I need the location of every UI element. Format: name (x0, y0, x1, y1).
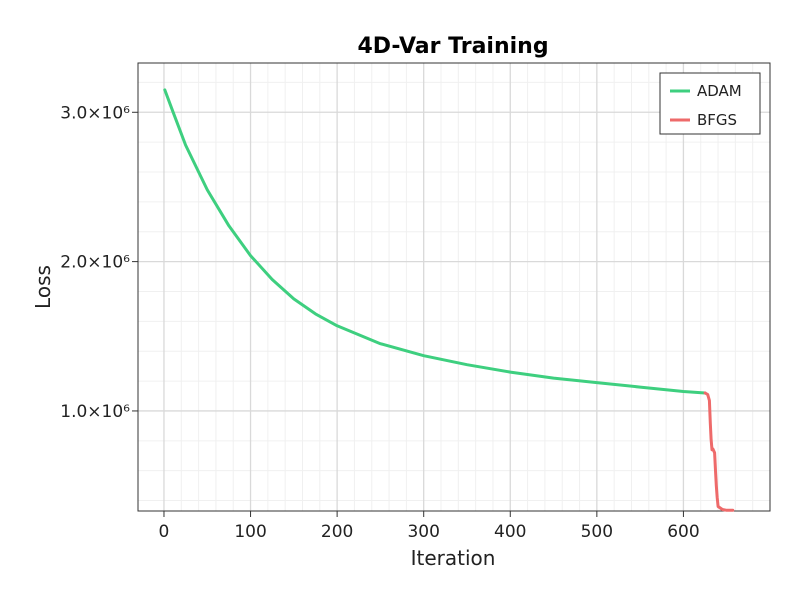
grid-minor (138, 63, 770, 511)
x-tick-label: 600 (667, 522, 699, 542)
series-layer (163, 88, 735, 512)
plot-frame (137, 62, 771, 512)
series-line-bfgs (703, 391, 735, 512)
legend: ADAM BFGS (659, 72, 761, 135)
grid-major (138, 63, 770, 511)
x-axis-label: Iteration (411, 546, 496, 570)
y-tick-label: 2.0×10⁶ (60, 253, 130, 273)
legend-label-bfgs: BFGS (697, 111, 737, 129)
y-axis-ticks: 1.0×10⁶ 2.0×10⁶ 3.0×10⁶ (60, 103, 138, 422)
legend-label-adam: ADAM (697, 82, 742, 100)
chart-title: 4D-Var Training (357, 34, 548, 59)
y-tick-label: 3.0×10⁶ (60, 103, 130, 123)
y-axis-label: Loss (31, 265, 55, 309)
series-line-adam (163, 88, 707, 395)
x-tick-label: 200 (321, 522, 353, 542)
legend-box (659, 72, 761, 135)
y-tick-label: 1.0×10⁶ (60, 402, 130, 422)
x-tick-label: 100 (234, 522, 266, 542)
x-axis-ticks: 0 100 200 300 400 500 600 (159, 511, 700, 542)
x-tick-label: 400 (494, 522, 526, 542)
x-tick-label: 300 (407, 522, 439, 542)
x-tick-label: 500 (581, 522, 613, 542)
x-tick-label: 0 (159, 522, 170, 542)
